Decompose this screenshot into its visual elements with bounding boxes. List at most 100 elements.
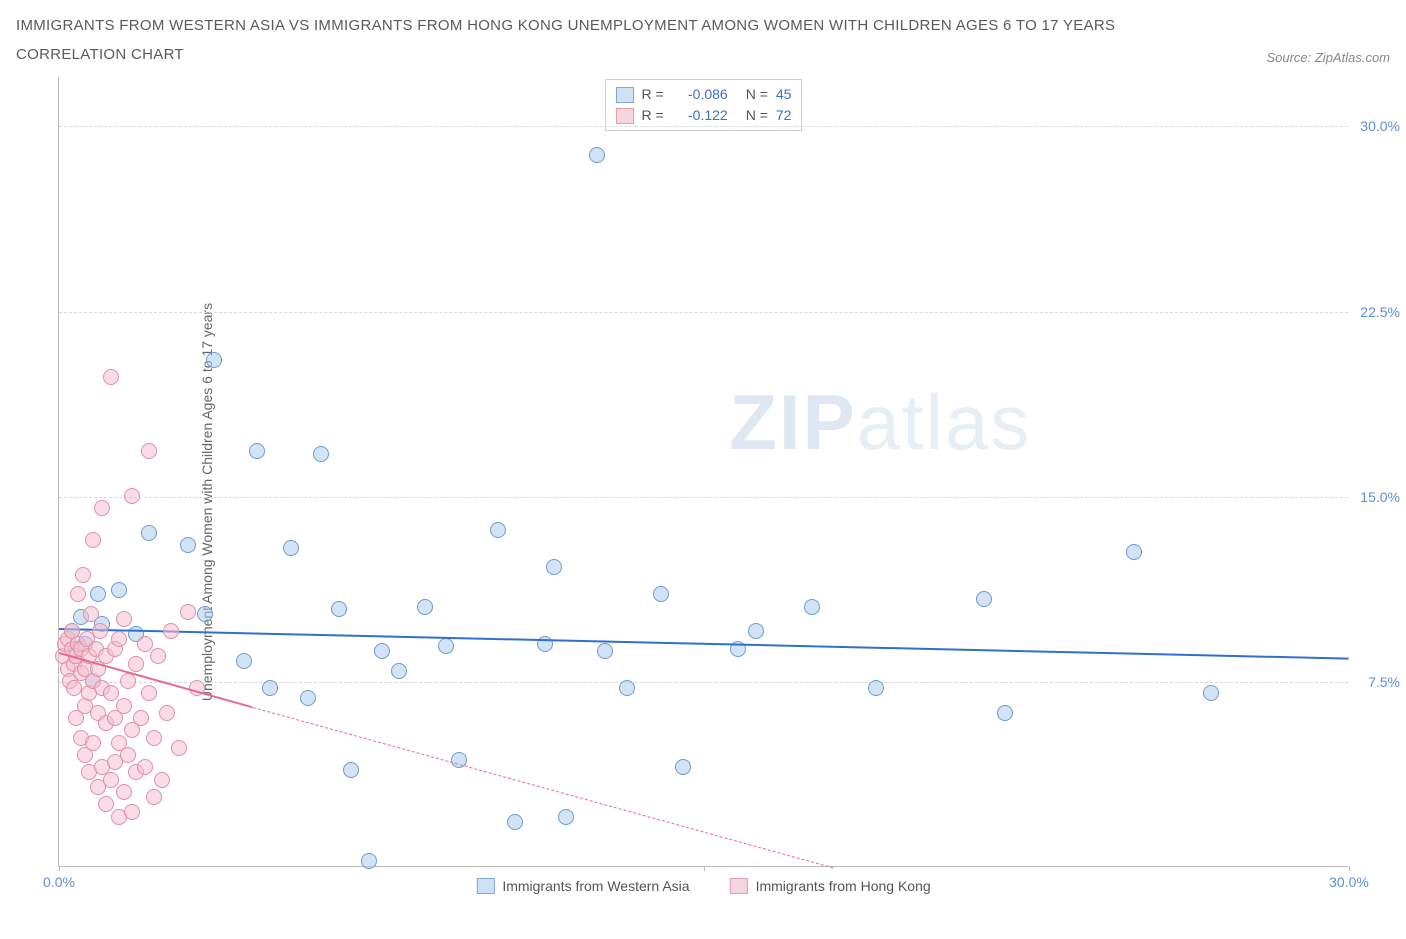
- x-tick-mark: [1349, 866, 1350, 871]
- legend-swatch: [616, 108, 634, 124]
- data-point: [98, 796, 114, 812]
- data-point: [313, 446, 329, 462]
- data-point: [90, 586, 106, 602]
- data-point: [141, 525, 157, 541]
- data-point: [128, 656, 144, 672]
- data-point: [116, 611, 132, 627]
- n-value: 45: [776, 84, 792, 105]
- data-point: [976, 591, 992, 607]
- legend-label: Immigrants from Western Asia: [502, 878, 689, 894]
- data-point: [868, 680, 884, 696]
- legend-swatch: [730, 878, 748, 894]
- data-point: [111, 631, 127, 647]
- trend-line: [59, 628, 1349, 660]
- data-point: [283, 540, 299, 556]
- data-point: [75, 567, 91, 583]
- data-point: [85, 532, 101, 548]
- watermark: ZIPatlas: [729, 377, 1031, 468]
- gridline: [59, 312, 1348, 313]
- data-point: [507, 814, 523, 830]
- data-point: [163, 623, 179, 639]
- legend-label: Immigrants from Hong Kong: [756, 878, 931, 894]
- gridline: [59, 126, 1348, 127]
- data-point: [300, 690, 316, 706]
- n-value: 72: [776, 105, 792, 126]
- data-point: [391, 663, 407, 679]
- legend-row: R =-0.086N =45: [616, 84, 792, 105]
- scatter-plot: ZIPatlas R =-0.086N =45R =-0.122N =72 7.…: [58, 77, 1348, 867]
- data-point: [1126, 544, 1142, 560]
- data-point: [141, 443, 157, 459]
- data-point: [558, 809, 574, 825]
- data-point: [171, 740, 187, 756]
- data-point: [150, 648, 166, 664]
- data-point: [120, 747, 136, 763]
- chart-title: IMMIGRANTS FROM WESTERN ASIA VS IMMIGRAN…: [16, 12, 1116, 69]
- y-tick-label: 7.5%: [1368, 674, 1400, 690]
- data-point: [997, 705, 1013, 721]
- data-point: [124, 804, 140, 820]
- legend-row: R = -0.122 N = 72: [616, 105, 792, 126]
- data-point: [137, 759, 153, 775]
- data-point: [374, 643, 390, 659]
- data-point: [85, 735, 101, 751]
- correlation-legend: R = -0.086 N = 45R = -0.122 N = 72: [605, 79, 803, 131]
- data-point: [133, 710, 149, 726]
- legend-item: Immigrants from Hong Kong: [730, 878, 931, 894]
- data-point: [154, 772, 170, 788]
- chart-container: Unemployment Among Women with Children A…: [16, 77, 1390, 927]
- data-point: [146, 789, 162, 805]
- data-point: [116, 784, 132, 800]
- data-point: [546, 559, 562, 575]
- r-label: R =: [642, 84, 664, 105]
- data-point: [361, 853, 377, 869]
- data-point: [197, 606, 213, 622]
- data-point: [159, 705, 175, 721]
- data-point: [343, 762, 359, 778]
- data-point: [146, 730, 162, 746]
- y-tick-label: 22.5%: [1360, 304, 1400, 320]
- data-point: [438, 638, 454, 654]
- data-point: [111, 582, 127, 598]
- data-point: [206, 352, 222, 368]
- gridline: [59, 682, 1348, 683]
- data-point: [249, 443, 265, 459]
- y-tick-label: 15.0%: [1360, 489, 1400, 505]
- data-point: [589, 147, 605, 163]
- data-point: [116, 698, 132, 714]
- data-point: [141, 685, 157, 701]
- data-point: [83, 606, 99, 622]
- data-point: [180, 604, 196, 620]
- r-value: -0.122: [672, 105, 728, 126]
- data-point: [180, 537, 196, 553]
- r-label: R =: [642, 105, 664, 126]
- data-point: [804, 599, 820, 615]
- data-point: [490, 522, 506, 538]
- data-point: [675, 759, 691, 775]
- x-tick-label: 30.0%: [1329, 874, 1369, 890]
- data-point: [66, 680, 82, 696]
- source-attribution: Source: ZipAtlas.com: [1266, 50, 1390, 69]
- x-tick-mark: [59, 866, 60, 871]
- data-point: [103, 369, 119, 385]
- data-point: [619, 680, 635, 696]
- data-point: [103, 772, 119, 788]
- legend-swatch: [476, 878, 494, 894]
- legend-swatch: [616, 87, 634, 103]
- data-point: [120, 673, 136, 689]
- data-point: [94, 500, 110, 516]
- data-point: [331, 601, 347, 617]
- series-legend: Immigrants from Western Asia Immigrants f…: [476, 878, 930, 894]
- chart-header: IMMIGRANTS FROM WESTERN ASIA VS IMMIGRAN…: [16, 12, 1390, 69]
- data-point: [262, 680, 278, 696]
- data-point: [748, 623, 764, 639]
- n-label: N =: [746, 105, 768, 126]
- x-tick-mark: [704, 866, 705, 871]
- r-value: -0.086: [672, 84, 728, 105]
- data-point: [92, 623, 108, 639]
- legend-item: Immigrants from Western Asia: [476, 878, 689, 894]
- gridline: [59, 497, 1348, 498]
- x-tick-label: 0.0%: [43, 874, 75, 890]
- data-point: [236, 653, 252, 669]
- trend-line: [252, 707, 833, 868]
